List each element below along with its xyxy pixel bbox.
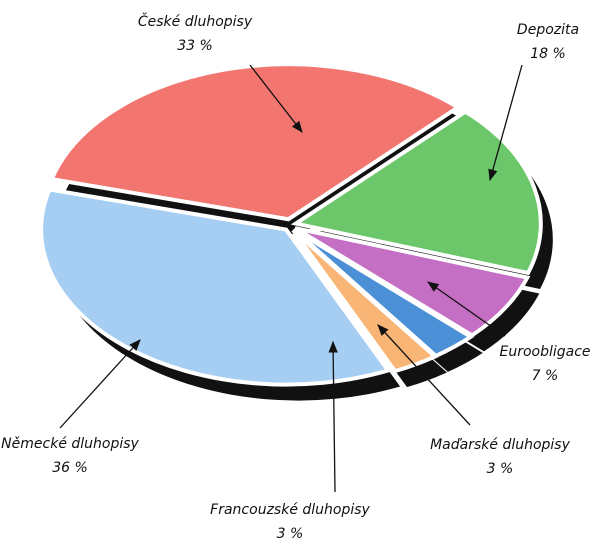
slice-value-label: 33 % (177, 38, 213, 54)
slice (39, 187, 392, 387)
slices (39, 62, 543, 387)
label-arrow (249, 64, 303, 133)
slice-value-label: 3 % (487, 461, 514, 477)
slice-label: Euroobligace (499, 344, 590, 360)
slice (290, 109, 543, 276)
label-arrow (377, 324, 471, 426)
slice-value-label: 18 % (530, 46, 566, 62)
slice-label: Depozita (517, 22, 579, 38)
slice (291, 228, 439, 374)
label-arrow (427, 281, 506, 337)
label-arrow (59, 339, 141, 429)
slice-value-label: 36 % (52, 460, 88, 476)
labels: České dluhopisy 33 % Depozita 18 % Eurooblig… (1, 12, 590, 541)
slice-label: Maďarské dluhopisy (430, 437, 571, 453)
slice-value-label: 3 % (277, 526, 304, 541)
slice (294, 226, 531, 338)
slice-value-label: 7 % (532, 368, 559, 384)
slice-label: Německé dluhopisy (1, 436, 139, 452)
slice-label: České dluhopisy (138, 12, 253, 30)
slice-label: Francouzské dluhopisy (210, 502, 370, 518)
label-arrow (328, 340, 338, 493)
label-arrow (488, 64, 523, 182)
slice (48, 62, 462, 222)
